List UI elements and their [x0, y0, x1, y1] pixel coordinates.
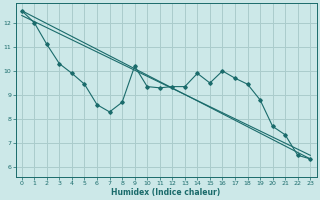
- X-axis label: Humidex (Indice chaleur): Humidex (Indice chaleur): [111, 188, 221, 197]
